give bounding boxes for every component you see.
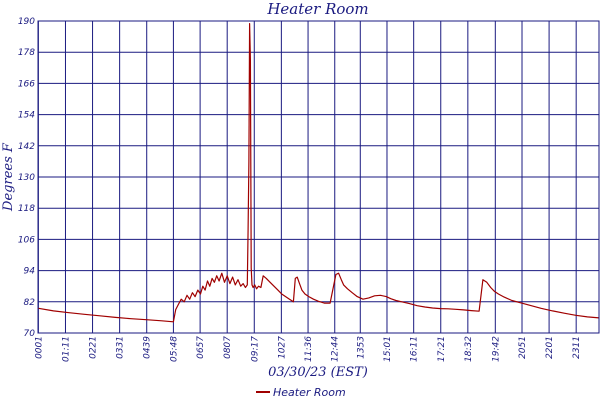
- x-tick-label: 17:21: [437, 336, 447, 362]
- y-tick-label: 154: [18, 111, 35, 121]
- x-tick-label: 0331: [116, 336, 126, 359]
- y-tick-label: 106: [18, 235, 35, 245]
- x-tick-label: 0439: [143, 336, 153, 359]
- y-tick-label: 82: [24, 298, 36, 308]
- y-tick-label: 190: [18, 17, 35, 27]
- x-tick-label: 2201: [545, 336, 555, 359]
- x-tick-label: 2051: [518, 336, 528, 359]
- x-tick-label: 09:17: [250, 336, 260, 362]
- y-tick-label: 94: [24, 267, 36, 277]
- x-tick-label: 19:42: [491, 336, 501, 362]
- y-tick-label: 70: [24, 329, 36, 339]
- plot-frame: [37, 20, 600, 334]
- y-tick-label: 142: [18, 142, 35, 152]
- x-axis-label: 03/30/23 (EST): [268, 365, 368, 380]
- y-axis-label: Degrees F: [1, 142, 16, 212]
- y-tick-label: 130: [18, 173, 35, 183]
- x-tick-label: 05:48: [169, 336, 179, 362]
- x-tick-label: 16:11: [410, 336, 420, 362]
- x-tick-label: 12:44: [331, 336, 341, 362]
- series-layer: [38, 23, 600, 323]
- x-ticks: 0001 01:11 0221 0331 0439 05:48 0657 0807 09:17 1…: [34, 336, 582, 362]
- x-tick-label: 11:36: [304, 336, 314, 362]
- x-tick-label: 18:32: [464, 336, 474, 362]
- x-tick-label: 0001: [34, 336, 44, 359]
- y-ticks: 70 82 94 106 118 130 142 154 166 178 190: [18, 17, 35, 339]
- grid: [37, 20, 599, 334]
- x-tick-label: 0657: [196, 336, 206, 359]
- x-tick-label: 0221: [89, 336, 99, 359]
- y-tick-label: 166: [18, 79, 35, 89]
- x-tick-label: 15:01: [383, 336, 393, 362]
- y-tick-label: 178: [18, 48, 35, 58]
- x-tick-label: 1353: [356, 336, 366, 359]
- legend-label-heater-room: Heater Room: [273, 386, 346, 399]
- x-tick-label: 1027: [277, 336, 287, 359]
- y-tick-label: 118: [18, 204, 35, 214]
- series-line-heater-room: [38, 23, 600, 323]
- legend: Heater Room: [256, 386, 346, 399]
- x-tick-label: 0807: [223, 336, 233, 359]
- x-tick-label: 2311: [572, 336, 582, 359]
- chart-title: Heater Room: [266, 0, 368, 18]
- x-tick-label: 01:11: [61, 336, 71, 362]
